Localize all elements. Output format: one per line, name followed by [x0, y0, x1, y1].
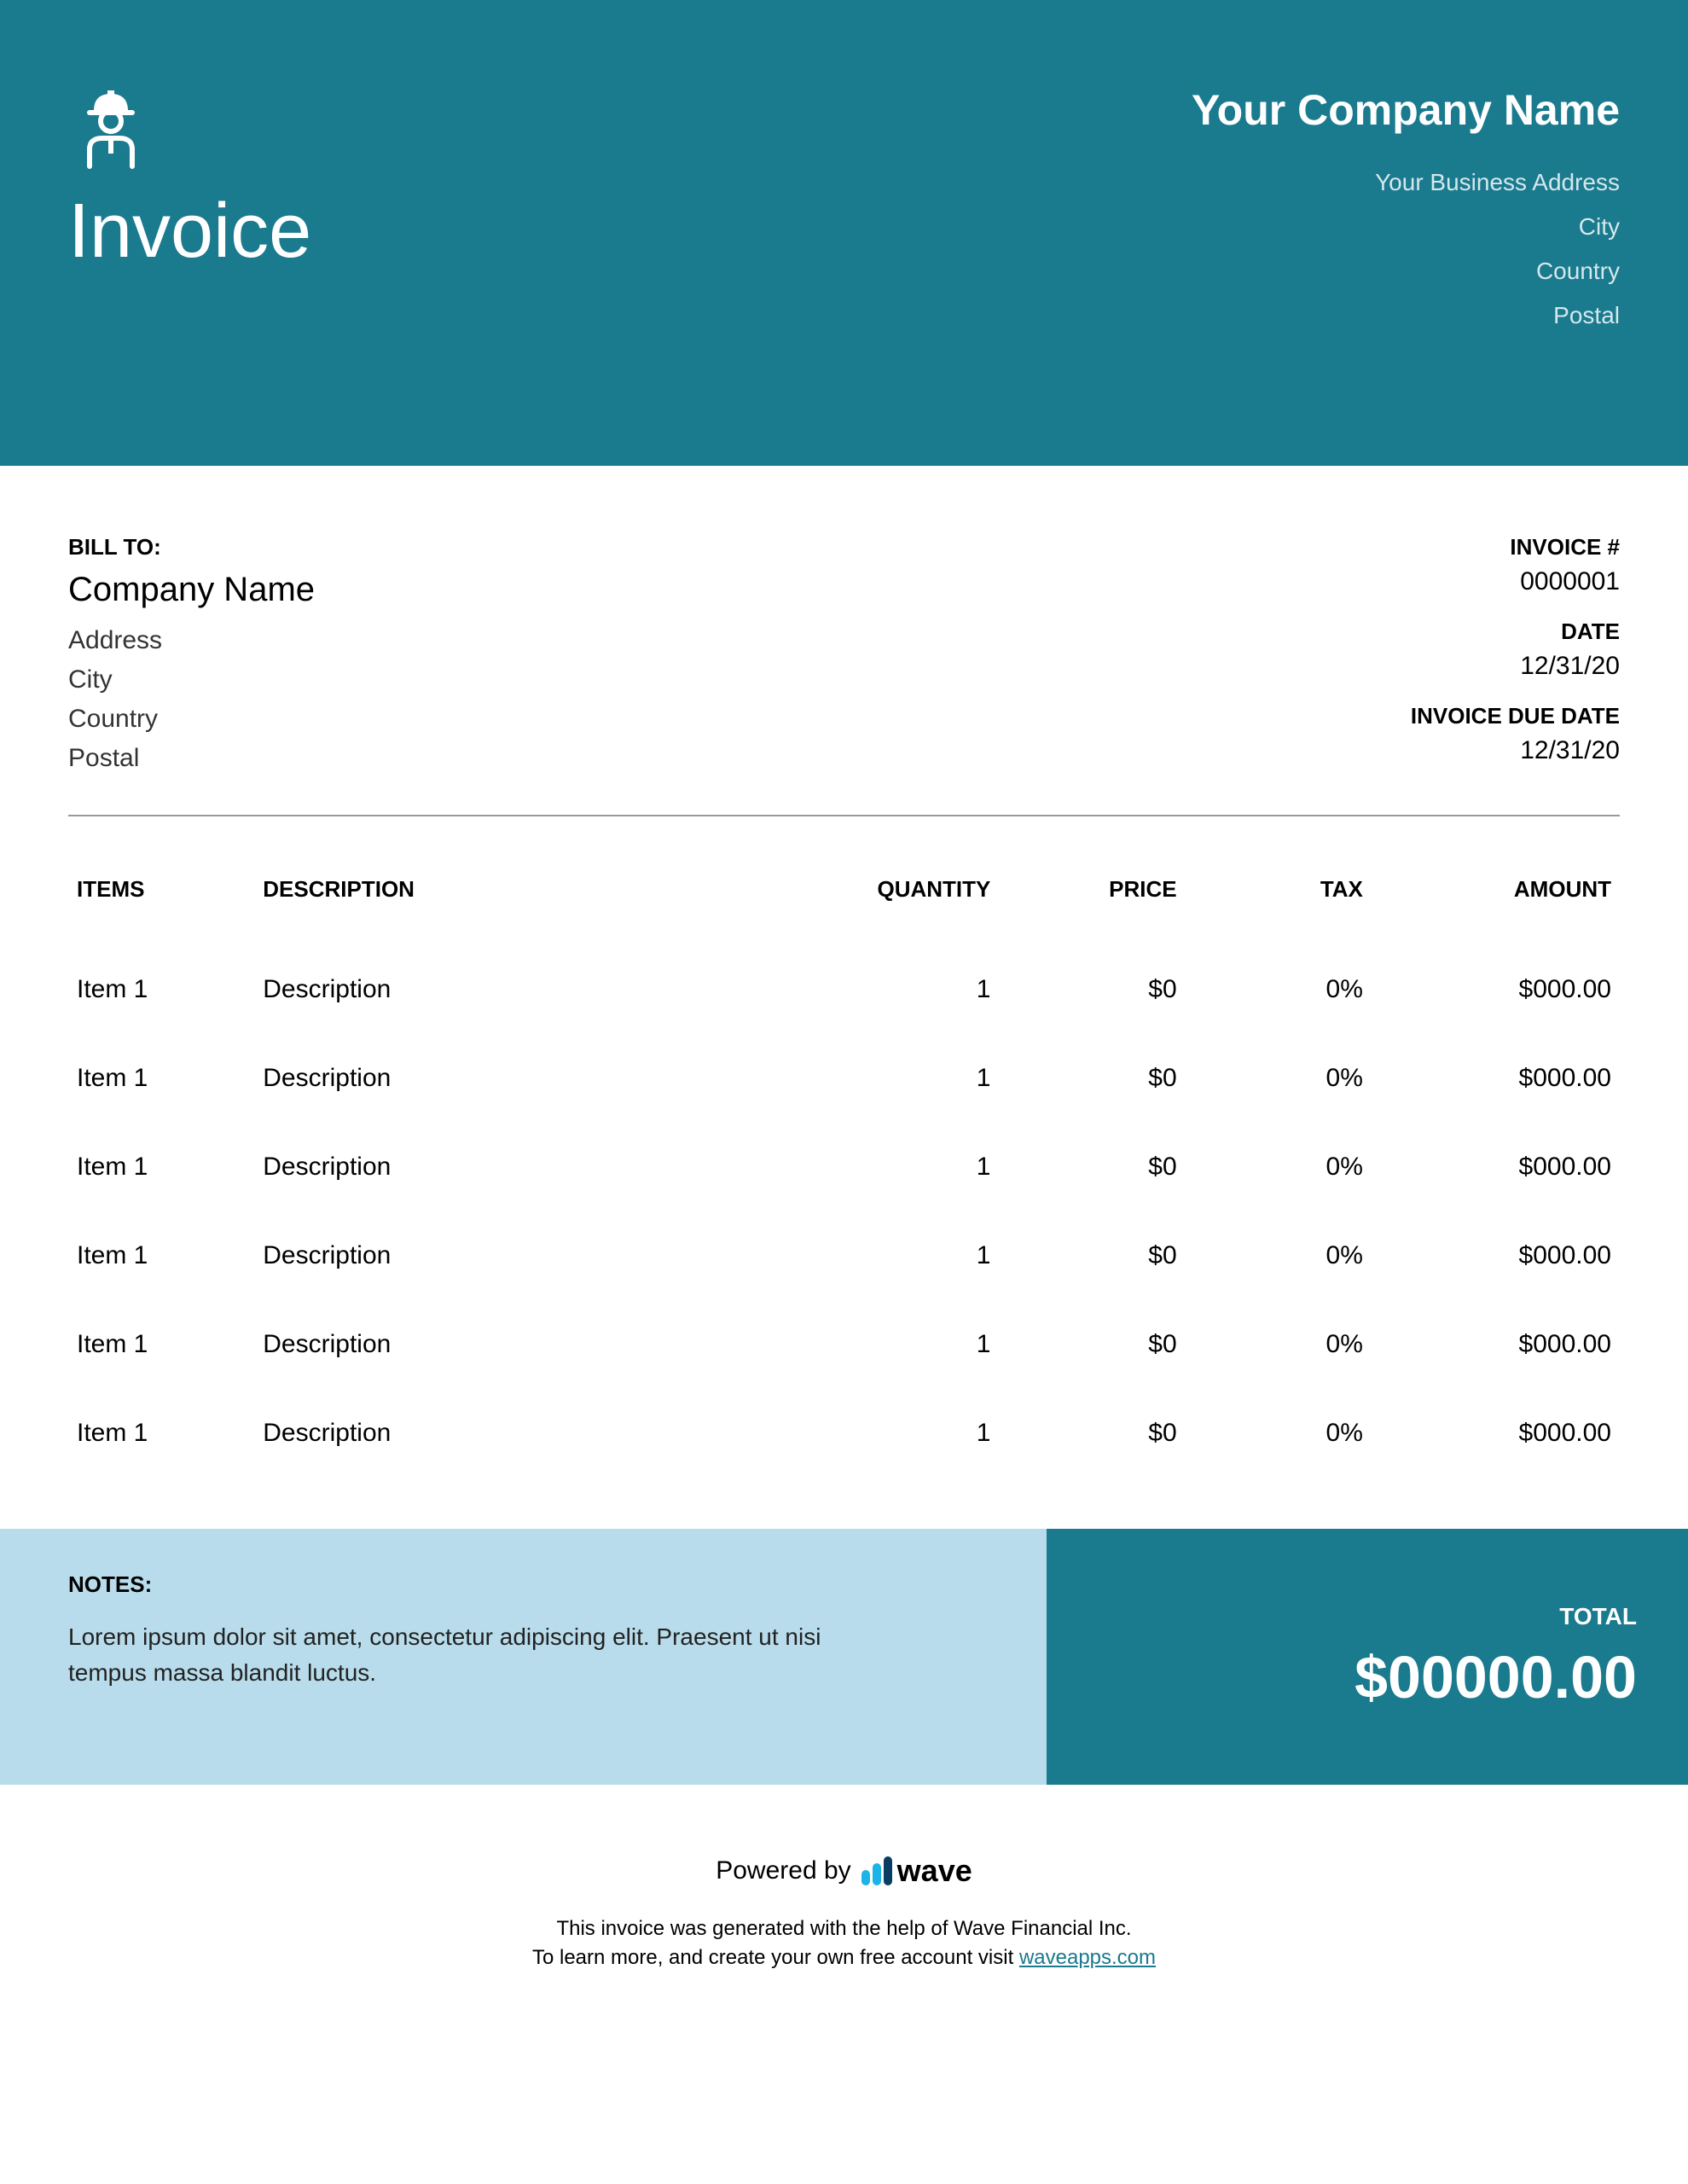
th-items: ITEMS — [68, 851, 254, 945]
powered-by-text: Powered by — [716, 1856, 850, 1885]
cell-quantity: 1 — [813, 945, 999, 1034]
cell-description: Description — [254, 1300, 813, 1389]
cell-amount: $000.00 — [1372, 1211, 1620, 1300]
header-right: Your Company Name Your Business Address … — [1192, 85, 1620, 346]
table-row: Item 1 Description 1 $0 0% $000.00 — [68, 1034, 1620, 1123]
company-name: Your Company Name — [1192, 85, 1620, 135]
bill-postal: Postal — [68, 744, 315, 773]
cell-quantity: 1 — [813, 1300, 999, 1389]
cell-item: Item 1 — [68, 1389, 254, 1478]
total-amount: $00000.00 — [1098, 1643, 1637, 1711]
table-row: Item 1 Description 1 $0 0% $000.00 — [68, 1211, 1620, 1300]
company-city: City — [1192, 213, 1620, 241]
header-left: Invoice — [68, 85, 311, 276]
items-table: ITEMS DESCRIPTION QUANTITY PRICE TAX AMO… — [68, 851, 1620, 1478]
th-price: PRICE — [999, 851, 1185, 945]
cell-quantity: 1 — [813, 1123, 999, 1211]
wave-logo: wave — [861, 1853, 972, 1889]
bill-company: Company Name — [68, 571, 315, 609]
cell-description: Description — [254, 1123, 813, 1211]
cell-tax: 0% — [1186, 1389, 1372, 1478]
table-row: Item 1 Description 1 $0 0% $000.00 — [68, 945, 1620, 1034]
footer-line2-prefix: To learn more, and create your own free … — [532, 1946, 1019, 1969]
cell-amount: $000.00 — [1372, 1389, 1620, 1478]
company-country: Country — [1192, 258, 1620, 285]
bill-to-block: BILL TO: Company Name Address City Count… — [68, 534, 315, 781]
cell-item: Item 1 — [68, 1300, 254, 1389]
cell-tax: 0% — [1186, 1123, 1372, 1211]
footer-row: NOTES: Lorem ipsum dolor sit amet, conse… — [0, 1529, 1688, 1785]
invoice-number-label: INVOICE # — [1411, 534, 1620, 561]
cell-item: Item 1 — [68, 1211, 254, 1300]
cell-item: Item 1 — [68, 1034, 254, 1123]
invoice-title: Invoice — [68, 188, 311, 276]
powered-by-line: Powered by wave — [17, 1853, 1671, 1889]
invoice-due-label: INVOICE DUE DATE — [1411, 703, 1620, 729]
cell-amount: $000.00 — [1372, 1123, 1620, 1211]
invoice-date-label: DATE — [1411, 619, 1620, 645]
cell-amount: $000.00 — [1372, 1034, 1620, 1123]
invoice-due: 12/31/20 — [1411, 736, 1620, 765]
invoice-number: 0000001 — [1411, 567, 1620, 596]
th-quantity: QUANTITY — [813, 851, 999, 945]
footer-text-2: To learn more, and create your own free … — [17, 1943, 1671, 1972]
bill-country: Country — [68, 705, 315, 734]
total-box: TOTAL $00000.00 — [1047, 1529, 1688, 1785]
powered-section: Powered by wave This invoice was generat… — [0, 1785, 1688, 2006]
table-row: Item 1 Description 1 $0 0% $000.00 — [68, 1123, 1620, 1211]
cell-tax: 0% — [1186, 1300, 1372, 1389]
cell-price: $0 — [999, 945, 1185, 1034]
waveapps-link[interactable]: waveapps.com — [1019, 1946, 1156, 1969]
table-row: Item 1 Description 1 $0 0% $000.00 — [68, 1300, 1620, 1389]
cell-item: Item 1 — [68, 945, 254, 1034]
footer-text-1: This invoice was generated with the help… — [17, 1914, 1671, 1943]
cell-description: Description — [254, 945, 813, 1034]
bill-city: City — [68, 665, 315, 694]
cell-description: Description — [254, 1211, 813, 1300]
invoice-header: Invoice Your Company Name Your Business … — [0, 0, 1688, 466]
cell-description: Description — [254, 1389, 813, 1478]
cell-price: $0 — [999, 1211, 1185, 1300]
wave-text: wave — [897, 1853, 972, 1889]
th-amount: AMOUNT — [1372, 851, 1620, 945]
table-header-row: ITEMS DESCRIPTION QUANTITY PRICE TAX AMO… — [68, 851, 1620, 945]
cell-tax: 0% — [1186, 1211, 1372, 1300]
cell-price: $0 — [999, 1389, 1185, 1478]
total-label: TOTAL — [1098, 1603, 1637, 1630]
section-divider — [68, 815, 1620, 816]
notes-text: Lorem ipsum dolor sit amet, consectetur … — [68, 1619, 887, 1691]
notes-box: NOTES: Lorem ipsum dolor sit amet, conse… — [0, 1529, 1047, 1785]
cell-tax: 0% — [1186, 945, 1372, 1034]
wave-bars-icon — [861, 1856, 892, 1885]
cell-amount: $000.00 — [1372, 1300, 1620, 1389]
worker-icon — [68, 85, 154, 171]
table-row: Item 1 Description 1 $0 0% $000.00 — [68, 1389, 1620, 1478]
cell-price: $0 — [999, 1123, 1185, 1211]
notes-label: NOTES: — [68, 1571, 978, 1598]
invoice-date: 12/31/20 — [1411, 652, 1620, 681]
cell-description: Description — [254, 1034, 813, 1123]
cell-tax: 0% — [1186, 1034, 1372, 1123]
cell-price: $0 — [999, 1300, 1185, 1389]
cell-quantity: 1 — [813, 1211, 999, 1300]
th-description: DESCRIPTION — [254, 851, 813, 945]
cell-quantity: 1 — [813, 1034, 999, 1123]
th-tax: TAX — [1186, 851, 1372, 945]
bill-address: Address — [68, 626, 315, 655]
cell-amount: $000.00 — [1372, 945, 1620, 1034]
meta-section: BILL TO: Company Name Address City Count… — [0, 466, 1688, 815]
cell-price: $0 — [999, 1034, 1185, 1123]
company-postal: Postal — [1192, 302, 1620, 329]
bill-to-label: BILL TO: — [68, 534, 315, 561]
invoice-meta-block: INVOICE # 0000001 DATE 12/31/20 INVOICE … — [1411, 534, 1620, 781]
cell-item: Item 1 — [68, 1123, 254, 1211]
company-address: Your Business Address — [1192, 169, 1620, 196]
cell-quantity: 1 — [813, 1389, 999, 1478]
